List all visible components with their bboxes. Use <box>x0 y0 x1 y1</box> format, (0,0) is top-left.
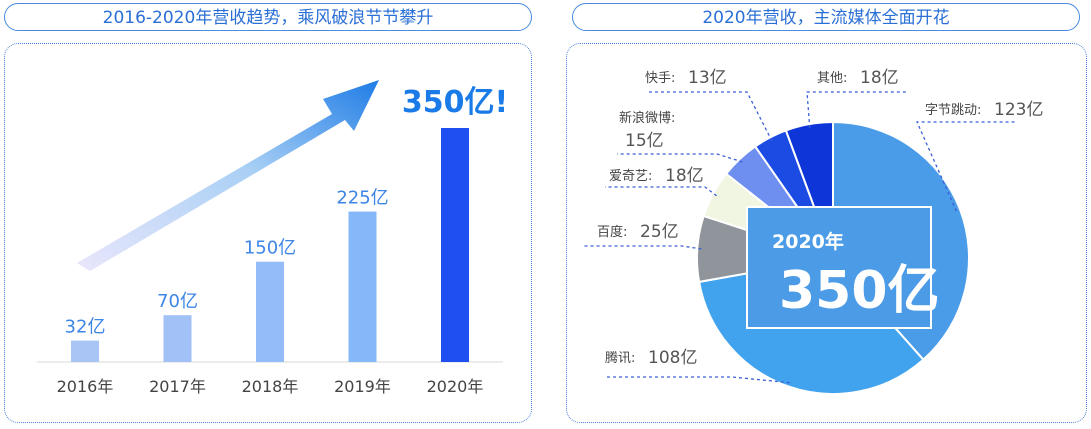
bar-2017年 <box>163 315 192 362</box>
x-tick-label: 2020年 <box>427 377 484 396</box>
center-label-box <box>746 206 932 329</box>
leader-line <box>806 91 907 129</box>
slice-label-value: 13亿 <box>688 68 727 88</box>
slice-label-name: 快手: <box>645 71 675 86</box>
leader-line <box>617 153 743 163</box>
x-tick-label: 2017年 <box>149 377 206 396</box>
slice-label-value: 18亿 <box>860 68 899 88</box>
slice-label-name: 其他: <box>817 71 847 86</box>
slice-label-value: 123亿 <box>994 100 1043 120</box>
bar-value-label: 70亿 <box>157 291 198 312</box>
left-chart-panel: 32亿 2016年 70亿 2017年 150亿 2018年 225亿 2019年 350亿! 2… <box>4 43 532 423</box>
slice-label-value: 18亿 <box>665 166 704 186</box>
right-panel-title: 2020年营收，主流媒体全面开花 <box>572 3 1080 31</box>
bar-2019年 <box>348 211 377 362</box>
x-tick-label: 2019年 <box>334 377 391 396</box>
bar-value-label: 350亿! <box>402 85 508 120</box>
bar-2016年 <box>71 340 99 362</box>
bar-2020年 <box>441 128 469 362</box>
x-tick-label: 2018年 <box>242 377 299 396</box>
leader-line <box>607 376 790 384</box>
bar-value-label: 32亿 <box>65 317 106 338</box>
slice-label-name: 新浪微博: <box>619 110 675 126</box>
slice-label-name: 爱奇艺: <box>609 168 652 184</box>
slice-label-value: 15亿 <box>625 131 664 151</box>
slice-label-value: 25亿 <box>640 222 679 242</box>
leader-line <box>605 186 717 197</box>
leader-line <box>916 121 1017 212</box>
center-year-label: 2020年 <box>772 230 844 253</box>
leader-line <box>647 91 773 142</box>
left-panel-title: 2016-2020年营收趋势，乘风破浪节节攀升 <box>4 3 532 31</box>
bar-2018年 <box>256 261 284 362</box>
right-chart-panel: 字节跳动: 123亿 腾讯: 108亿 百度: 25亿 爱奇艺: 18亿 新浪微博: 15亿 快手:… <box>566 43 1087 423</box>
bar-value-label: 150亿 <box>244 238 296 259</box>
bar-value-label: 225亿 <box>336 188 388 209</box>
slice-label-value: 108亿 <box>648 348 697 368</box>
slice-label-name: 字节跳动: <box>925 103 981 118</box>
slice-label-name: 百度: <box>597 224 627 240</box>
leader-line <box>582 245 702 250</box>
x-tick-label: 2016年 <box>57 377 114 396</box>
center-total-label: 350亿 <box>779 261 940 321</box>
revenue-bar-chart: 32亿 2016年 70亿 2017年 150亿 2018年 225亿 2019年 350亿! 2… <box>37 80 508 396</box>
slice-label-name: 腾讯: <box>605 350 635 366</box>
growth-arrow-icon <box>77 80 379 271</box>
